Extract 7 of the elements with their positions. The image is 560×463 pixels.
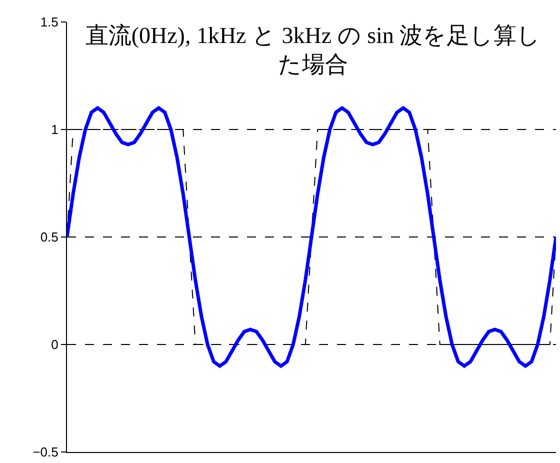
y-tick-label: −0.5 (32, 444, 58, 460)
y-tick-label: 0.5 (40, 230, 58, 245)
y-tick-label: 1.5 (40, 14, 58, 30)
text: 直流(0Hz), 1kHz と 3kHz の sin 波を足し算した場合 (84, 22, 542, 79)
y-tick-label: 0 (51, 337, 58, 352)
y-tick-label: 1 (51, 122, 58, 138)
line-series (67, 106, 556, 368)
